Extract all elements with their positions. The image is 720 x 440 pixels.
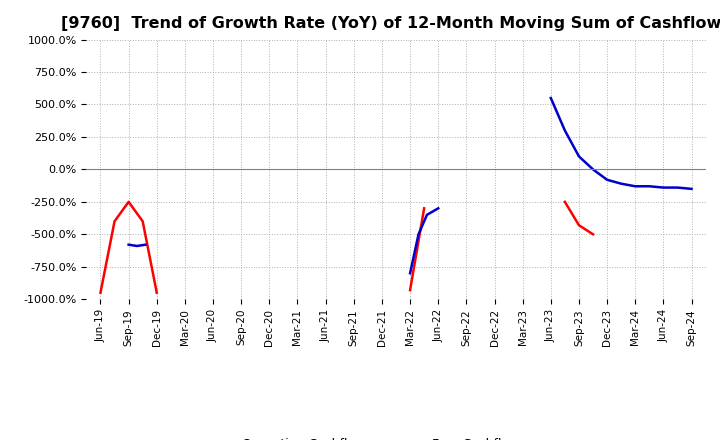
Line: Operating Cashflow: Operating Cashflow [101,202,157,293]
Operating Cashflow [125,199,133,205]
Operating Cashflow [138,219,147,224]
Legend: Operating Cashflow, Free Cashflow: Operating Cashflow, Free Cashflow [196,433,524,440]
Operating Cashflow [96,290,105,295]
Title: [9760]  Trend of Growth Rate (YoY) of 12-Month Moving Sum of Cashflows: [9760] Trend of Growth Rate (YoY) of 12-… [61,16,720,32]
Free Cashflow [141,242,150,247]
Free Cashflow [125,242,133,247]
Operating Cashflow [110,219,119,224]
Operating Cashflow [153,290,161,295]
Line: Free Cashflow: Free Cashflow [129,245,145,246]
Free Cashflow [132,243,141,249]
